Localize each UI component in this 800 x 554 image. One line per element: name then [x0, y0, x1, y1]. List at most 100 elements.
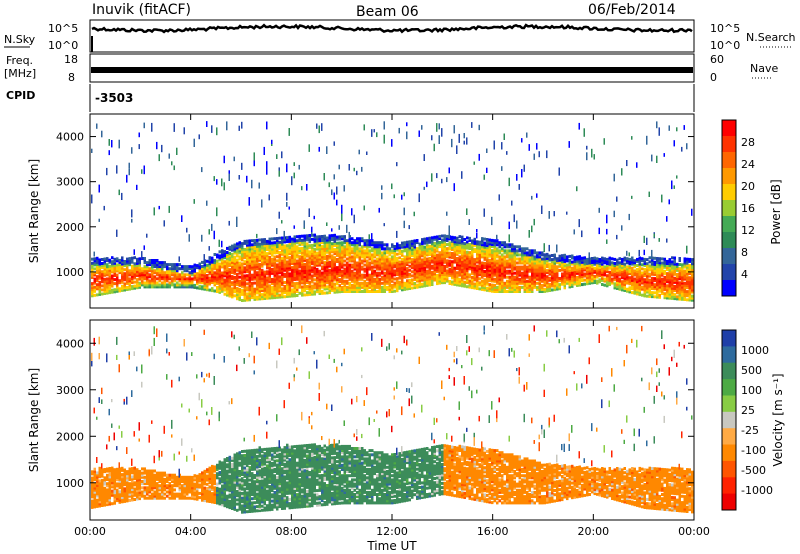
echo-cell	[573, 276, 576, 280]
echo-cell	[448, 245, 451, 249]
echo-cell	[356, 281, 359, 285]
echo-cell	[628, 264, 631, 267]
echo-cell	[558, 254, 561, 258]
echo-cell	[328, 289, 331, 293]
echo-cell	[106, 287, 109, 291]
echo-cell	[353, 279, 356, 283]
echo-cell	[351, 271, 354, 275]
echo-cell	[458, 269, 461, 273]
echo-cell	[436, 241, 439, 245]
echo-cell	[386, 277, 389, 281]
echo-cell	[276, 295, 279, 299]
echo-cell	[403, 207, 405, 216]
echo-cell	[421, 242, 424, 246]
echo-cell	[556, 277, 559, 281]
echo-cell	[601, 260, 604, 264]
echo-cell	[288, 282, 291, 286]
echo-cell	[151, 281, 154, 285]
echo-cell	[656, 277, 659, 281]
echo-cell	[416, 257, 419, 261]
echo-cell	[528, 263, 531, 267]
echo-cell	[123, 276, 126, 280]
echo-cell	[303, 287, 306, 291]
echo-cell	[531, 257, 534, 261]
echo-cell	[346, 224, 348, 233]
echo-cell	[338, 261, 341, 265]
echo-cell	[98, 260, 101, 264]
echo-cell	[613, 264, 616, 267]
echo-cell	[686, 278, 689, 281]
echo-cell	[508, 283, 511, 287]
echo-cell	[388, 253, 391, 257]
echo-cell	[403, 287, 406, 291]
echo-cell	[518, 257, 521, 261]
echo-cell	[306, 254, 309, 258]
echo-cell	[461, 261, 464, 265]
echo-cell	[256, 273, 259, 277]
echo-cell	[338, 288, 341, 292]
echo-cell	[341, 281, 344, 285]
echo-cell	[348, 255, 351, 259]
echo-cell	[316, 241, 319, 245]
echo-cell	[496, 281, 499, 285]
echo-cell	[298, 241, 301, 244]
echo-cell	[303, 265, 306, 268]
echo-cell	[356, 263, 359, 267]
echo-cell	[231, 267, 234, 270]
echo-cell	[416, 259, 419, 263]
echo-cell	[466, 254, 469, 258]
echo-cell	[311, 246, 314, 249]
echo-cell	[521, 169, 523, 178]
echo-cell	[543, 259, 546, 263]
echo-cell	[213, 281, 216, 285]
nsky-tick-bottom: 10^0	[48, 39, 78, 52]
echo-cell	[276, 275, 279, 279]
echo-cell	[133, 264, 136, 268]
echo-cell	[241, 270, 244, 274]
echo-cell	[458, 271, 461, 275]
echo-cell	[256, 283, 259, 287]
echo-cell	[471, 267, 474, 271]
echo-cell	[306, 272, 309, 276]
echo-cell	[143, 122, 145, 129]
echo-cell	[568, 269, 571, 273]
echo-cell	[666, 280, 669, 284]
echo-cell	[648, 278, 651, 282]
echo-cell	[523, 257, 526, 261]
echo-cell	[281, 295, 284, 299]
echo-cell	[133, 249, 135, 255]
echo-cell	[241, 252, 244, 256]
echo-cell	[441, 248, 444, 252]
echo-cell	[138, 269, 141, 273]
echo-cell	[453, 125, 455, 134]
echo-cell	[668, 268, 671, 272]
echo-cell	[591, 261, 594, 264]
echo-cell	[271, 292, 274, 296]
echo-cell	[283, 248, 286, 252]
echo-cell	[476, 246, 479, 250]
echo-cell	[476, 270, 479, 274]
echo-cell	[93, 471, 96, 475]
echo-cell	[543, 289, 546, 293]
echo-cell	[536, 253, 539, 257]
echo-cell	[331, 284, 334, 288]
echo-cell	[646, 258, 649, 262]
echo-cell	[566, 275, 569, 279]
echo-cell	[258, 271, 261, 274]
echo-cell	[596, 279, 599, 283]
echo-cell	[381, 257, 384, 261]
echo-cell	[323, 246, 326, 250]
echo-cell	[388, 277, 391, 281]
echo-cell	[236, 248, 239, 252]
echo-cell	[601, 262, 604, 266]
echo-cell	[276, 245, 279, 249]
echo-cell	[226, 259, 229, 263]
echo-cell	[523, 164, 525, 172]
echo-cell	[308, 264, 311, 268]
echo-cell	[148, 259, 151, 262]
echo-cell	[656, 279, 659, 283]
echo-cell	[456, 236, 459, 240]
echo-cell	[581, 256, 584, 260]
echo-cell	[446, 279, 449, 283]
echo-cell	[96, 256, 99, 260]
